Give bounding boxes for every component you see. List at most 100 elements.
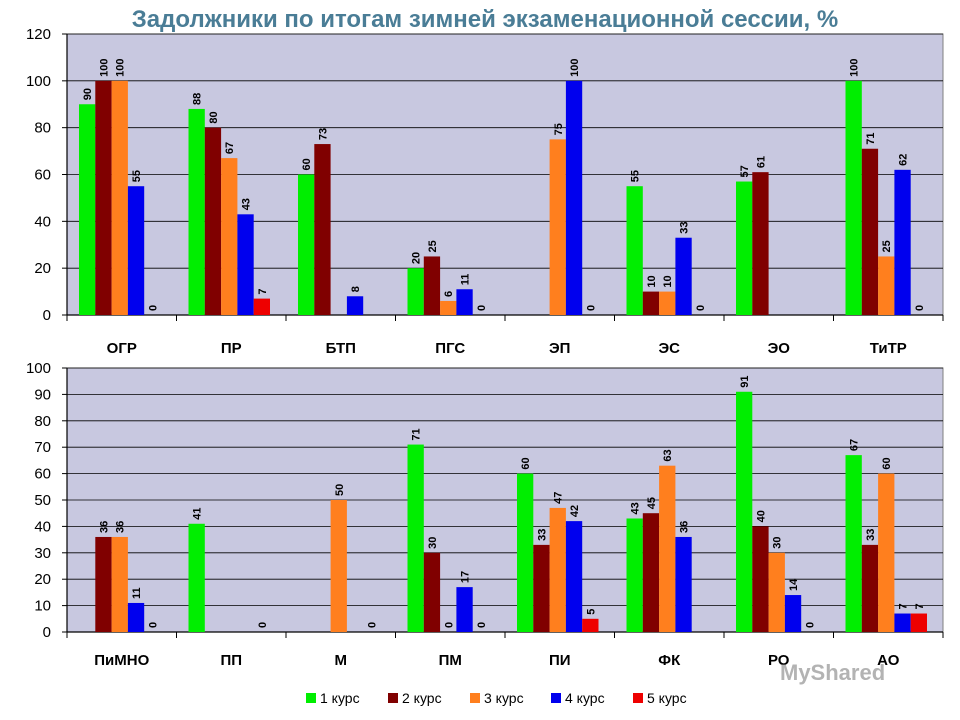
category-label: ПиМНО bbox=[94, 652, 149, 669]
category-label: ПП bbox=[220, 652, 242, 669]
bar-value-label: 42 bbox=[569, 505, 581, 517]
bar-value-label: 0 bbox=[914, 305, 926, 311]
bar-course-4 bbox=[565, 80, 583, 315]
bar-course-2 bbox=[642, 291, 660, 315]
bar-course-2 bbox=[861, 148, 879, 315]
bar-value-label: 0 bbox=[804, 622, 816, 628]
bar-course-2 bbox=[423, 552, 441, 632]
bar-course-2 bbox=[752, 172, 769, 315]
y-tick-label: 60 bbox=[34, 167, 51, 184]
bar-value-label: 90 bbox=[82, 88, 94, 100]
bar-value-label: 33 bbox=[536, 529, 548, 541]
bar-value-label: 60 bbox=[881, 457, 893, 469]
category-label: ПИ bbox=[549, 652, 571, 669]
bar-course-1 bbox=[79, 104, 96, 315]
bar-course-2 bbox=[861, 544, 879, 632]
bar-course-3 bbox=[768, 552, 785, 632]
bar-course-1 bbox=[407, 268, 424, 315]
y-tick-label: 0 bbox=[43, 624, 51, 641]
y-tick-label: 30 bbox=[34, 545, 51, 562]
legend-label-course-5: 5 курс bbox=[647, 690, 687, 706]
bar-value-label: 43 bbox=[241, 198, 253, 210]
bar-value-label: 7 bbox=[914, 603, 926, 609]
bar-course-3 bbox=[111, 536, 128, 632]
bar-course-1 bbox=[407, 444, 424, 632]
bar-course-4 bbox=[237, 214, 254, 315]
bar-course-2 bbox=[204, 127, 222, 316]
bar-value-label: 33 bbox=[679, 221, 691, 233]
bar-course-3 bbox=[440, 300, 457, 315]
bar-course-4 bbox=[675, 536, 692, 632]
bar-course-4 bbox=[127, 186, 145, 315]
bar-course-2 bbox=[752, 526, 769, 632]
y-tick-label: 120 bbox=[26, 26, 51, 43]
bar-course-2 bbox=[95, 536, 112, 632]
category-label: ЭП bbox=[549, 340, 570, 357]
bar-value-label: 0 bbox=[476, 305, 488, 311]
bar-value-label: 60 bbox=[301, 158, 313, 170]
bar-value-label: 11 bbox=[460, 274, 472, 286]
bar-value-label: 88 bbox=[192, 93, 204, 105]
bar-value-label: 80 bbox=[208, 111, 220, 123]
legend-label-course-2: 2 курс bbox=[402, 690, 442, 706]
bar-value-label: 57 bbox=[739, 165, 751, 177]
bar-course-3 bbox=[330, 500, 347, 632]
bar-course-1 bbox=[188, 108, 205, 315]
legend-swatch-course-5 bbox=[633, 693, 643, 703]
bar-course-4 bbox=[894, 613, 911, 632]
legend: 1 курс 2 курс 3 курс 4 курс 5 курс bbox=[306, 690, 687, 706]
category-label: ТиТР bbox=[870, 340, 907, 357]
category-label: М bbox=[335, 652, 348, 669]
bar-value-label: 41 bbox=[192, 508, 204, 520]
category-label: ПГС bbox=[435, 340, 465, 357]
bar-value-label: 55 bbox=[131, 170, 143, 182]
category-label: ЭС bbox=[658, 340, 680, 357]
bar-value-label: 100 bbox=[849, 58, 861, 76]
legend-swatch-course-3 bbox=[470, 693, 480, 703]
category-label: ПР bbox=[221, 340, 242, 357]
bar-value-label: 100 bbox=[115, 58, 127, 76]
category-label: ФК bbox=[658, 652, 681, 669]
bar-value-label: 71 bbox=[865, 132, 877, 144]
y-tick-label: 40 bbox=[34, 518, 51, 535]
bar-course-1 bbox=[845, 80, 862, 315]
bar-course-5 bbox=[582, 618, 599, 632]
category-label: ОГР bbox=[107, 340, 137, 357]
bar-course-2 bbox=[95, 80, 112, 315]
bar-course-3 bbox=[549, 139, 566, 315]
bar-course-4 bbox=[456, 587, 473, 632]
bar-course-3 bbox=[659, 465, 676, 632]
bar-value-label: 25 bbox=[427, 240, 439, 252]
legend-swatch-course-1 bbox=[306, 693, 316, 703]
bar-course-1 bbox=[188, 523, 205, 632]
bar-course-2 bbox=[533, 544, 550, 632]
y-tick-label: 50 bbox=[34, 492, 51, 509]
bar-value-label: 40 bbox=[755, 510, 767, 522]
y-tick-label: 10 bbox=[34, 598, 51, 615]
bar-value-label: 25 bbox=[881, 240, 893, 252]
bar-value-label: 62 bbox=[898, 154, 910, 166]
bar-value-label: 91 bbox=[739, 376, 751, 388]
bar-value-label: 100 bbox=[98, 58, 110, 76]
bar-course-1 bbox=[845, 455, 862, 632]
y-tick-label: 100 bbox=[26, 73, 51, 90]
bar-value-label: 6 bbox=[443, 291, 455, 297]
y-tick-label: 80 bbox=[34, 413, 51, 430]
y-tick-label: 80 bbox=[34, 120, 51, 137]
bar-value-label: 100 bbox=[569, 58, 581, 76]
bar-value-label: 36 bbox=[98, 521, 110, 533]
bar-value-label: 7 bbox=[257, 288, 269, 294]
bar-course-1 bbox=[626, 186, 643, 315]
legend-label-course-1: 1 курс bbox=[320, 690, 360, 706]
bar-course-5 bbox=[910, 613, 927, 632]
bar-course-1 bbox=[736, 181, 753, 315]
y-tick-label: 100 bbox=[26, 360, 51, 377]
category-label: ПМ bbox=[439, 652, 462, 669]
bar-value-label: 61 bbox=[755, 156, 767, 168]
bar-value-label: 63 bbox=[662, 449, 674, 461]
bar-course-1 bbox=[736, 391, 753, 632]
y-tick-label: 90 bbox=[34, 386, 51, 403]
bar-value-label: 71 bbox=[411, 428, 423, 440]
bar-value-label: 43 bbox=[630, 502, 642, 514]
